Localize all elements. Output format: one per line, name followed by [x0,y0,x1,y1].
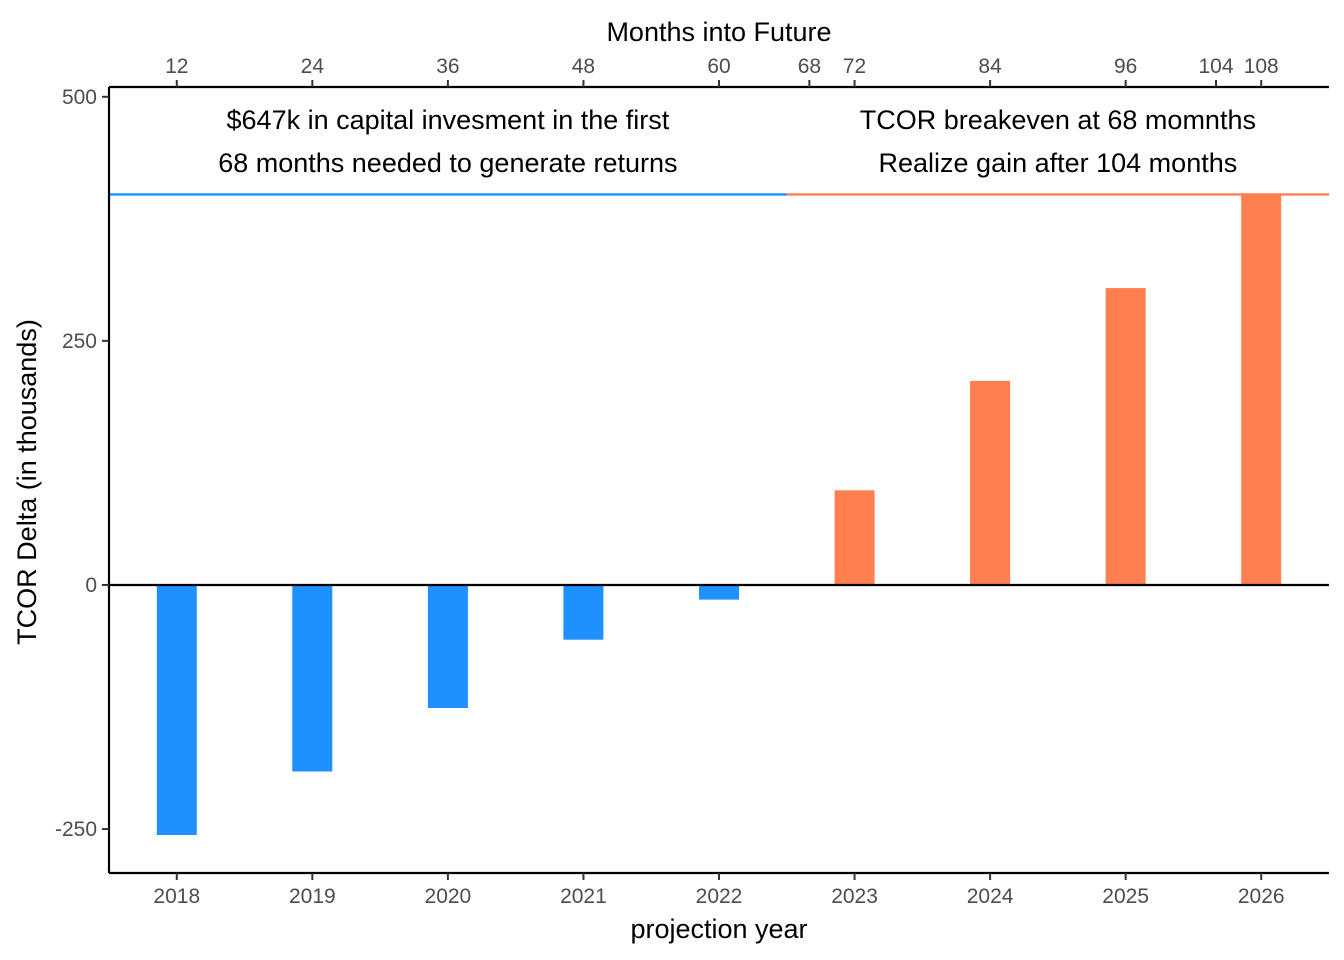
bar-2018 [156,585,197,835]
bar-2026 [1241,194,1282,585]
top-tick-label-108: 108 [1244,55,1279,78]
x-tick-label-2023: 2023 [831,885,878,908]
top-tick-label-48: 48 [572,55,595,78]
top-tick-label-12: 12 [165,55,188,78]
x-tick-label-2018: 2018 [153,885,200,908]
y-tick-label-500: 500 [62,86,97,109]
y-axis-title: TCOR Delta (in thousands) [12,319,42,645]
bar-2019 [292,585,333,772]
top-tick-label-24: 24 [301,55,325,78]
top-tick-label-104: 104 [1199,55,1234,78]
x-tick-label-2019: 2019 [289,885,336,908]
y-tick-label--250: -250 [55,818,97,841]
bars-group [156,194,1282,835]
x-tick-label-2022: 2022 [696,885,743,908]
top-tick-label-68: 68 [798,55,821,78]
bar-2021 [563,585,604,640]
annotation-1-line-2: 68 months needed to generate returns [218,148,677,178]
bar-2022 [699,585,739,600]
top-tick-label-36: 36 [436,55,459,78]
x-tick-label-2024: 2024 [967,885,1014,908]
bar-2025 [1105,288,1146,585]
annotation-1-line-1: $647k in capital invesment in the first [227,105,670,135]
y-tick-label-0: 0 [85,574,97,597]
bar-2023 [834,490,875,585]
annotation-2-line-1: TCOR breakeven at 68 momnths [860,105,1256,135]
bar-2020 [427,585,468,708]
annotations-group: $647k in capital invesment in the first 6… [218,105,1256,178]
reference-lines-group [109,193,1329,587]
top-tick-label-72: 72 [843,55,866,78]
top-axis-title: Months into Future [606,17,831,47]
ticks-group: -250 0 250 500 2018 2019 2020 2021 2022 2023 2024 2… [55,55,1285,908]
x-tick-label-2020: 2020 [425,885,472,908]
top-tick-label-60: 60 [707,55,730,78]
top-tick-label-96: 96 [1114,55,1137,78]
bar-2024 [970,380,1011,585]
x-tick-label-2025: 2025 [1102,885,1149,908]
axes-group [107,85,1329,875]
top-tick-label-84: 84 [978,55,1002,78]
y-tick-label-250: 250 [62,330,97,353]
x-axis-title: projection year [630,914,807,944]
x-tick-label-2026: 2026 [1238,885,1285,908]
annotation-2-line-2: Realize gain after 104 months [879,148,1238,178]
x-tick-label-2021: 2021 [560,885,607,908]
